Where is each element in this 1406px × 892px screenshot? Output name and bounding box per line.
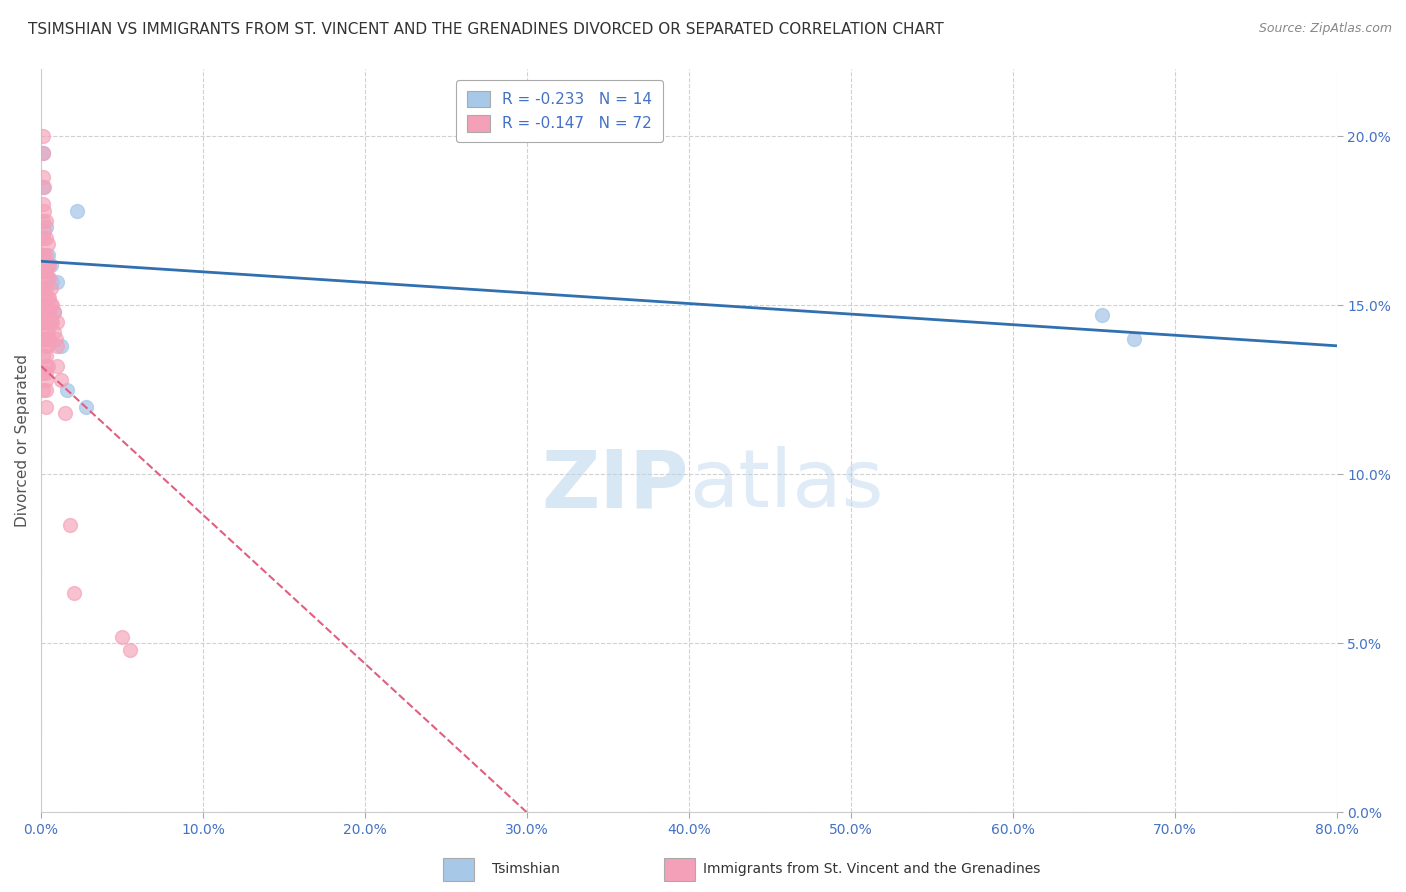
Point (120, 643, 142, 657)
Point (56, 383, 79, 397)
Point (38, 315, 60, 329)
Point (34, 179, 56, 194)
Point (42, 326, 65, 340)
Point (31, 366, 53, 380)
Point (35, 230, 58, 244)
Point (38, 292, 60, 306)
Point (35, 400, 58, 414)
Point (37, 237, 59, 252)
Text: atlas: atlas (689, 446, 883, 524)
Point (31, 332, 53, 346)
Point (35, 220, 58, 235)
Point (37, 305, 59, 319)
Point (35, 247, 58, 261)
Point (46, 315, 69, 329)
Point (35, 326, 58, 340)
Point (34, 264, 56, 278)
Point (1091, 309, 1114, 323)
Text: Tsimshian: Tsimshian (492, 862, 560, 876)
Text: ZIP: ZIP (541, 446, 689, 524)
Point (37, 315, 59, 329)
Point (55, 406, 77, 420)
Point (35, 359, 58, 373)
Point (37, 258, 59, 272)
Point (49, 373, 72, 387)
Point (35, 339, 58, 353)
Point (37, 359, 59, 373)
Point (31, 169, 53, 184)
Point (39, 315, 62, 329)
Point (31, 247, 53, 261)
Point (34, 315, 56, 329)
Point (35, 366, 58, 380)
Point (46, 359, 69, 373)
Point (37, 326, 59, 340)
Point (38, 332, 60, 346)
Point (1123, 332, 1146, 346)
Point (31, 146, 53, 161)
Point (46, 275, 69, 289)
Point (31, 281, 53, 295)
Point (34, 247, 56, 261)
Point (31, 383, 53, 397)
Point (31, 213, 53, 227)
Point (41, 298, 63, 312)
Text: Immigrants from St. Vincent and the Grenadines: Immigrants from St. Vincent and the Gren… (703, 862, 1040, 876)
Point (31, 196, 53, 211)
Point (35, 373, 58, 387)
Point (31, 179, 53, 194)
Point (35, 264, 58, 278)
Point (38, 305, 60, 319)
Point (37, 271, 59, 285)
Point (35, 281, 58, 295)
Point (41, 315, 63, 329)
Text: TSIMSHIAN VS IMMIGRANTS FROM ST. VINCENT AND THE GRENADINES DIVORCED OR SEPARATE: TSIMSHIAN VS IMMIGRANTS FROM ST. VINCENT… (28, 22, 943, 37)
Point (35, 292, 58, 306)
Point (34, 203, 56, 218)
Point (35, 349, 58, 363)
Point (62, 585, 84, 599)
Legend: R = -0.233   N = 14, R = -0.147   N = 72: R = -0.233 N = 14, R = -0.147 N = 72 (456, 80, 662, 142)
Point (42, 305, 65, 319)
Point (45, 332, 67, 346)
Point (37, 339, 59, 353)
Point (66, 203, 89, 218)
Point (34, 281, 56, 295)
Point (49, 339, 72, 353)
Point (37, 292, 59, 306)
Point (34, 224, 56, 238)
Point (31, 315, 53, 329)
Point (31, 264, 53, 278)
Point (35, 315, 58, 329)
Text: Source: ZipAtlas.com: Source: ZipAtlas.com (1258, 22, 1392, 36)
Point (111, 630, 134, 644)
Point (75, 400, 97, 414)
Point (39, 281, 62, 295)
Point (35, 213, 58, 227)
Point (39, 298, 62, 312)
Point (31, 129, 53, 144)
Point (31, 146, 53, 161)
Point (38, 271, 60, 285)
Point (46, 339, 69, 353)
Point (38, 258, 60, 272)
Point (35, 305, 58, 319)
Point (42, 305, 65, 319)
Point (31, 298, 53, 312)
Point (59, 518, 82, 533)
Point (34, 298, 56, 312)
Point (37, 247, 59, 261)
Point (39, 258, 62, 272)
Point (31, 349, 53, 363)
Y-axis label: Divorced or Separated: Divorced or Separated (15, 354, 30, 527)
Point (35, 383, 58, 397)
Point (41, 275, 63, 289)
Point (34, 332, 56, 346)
Point (31, 230, 53, 244)
